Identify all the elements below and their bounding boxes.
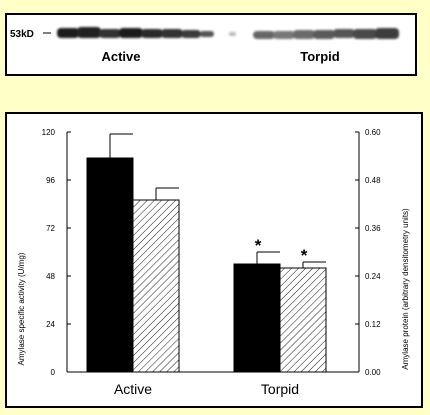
y-right-tick-label: 0.60 (365, 128, 381, 137)
significance-asterisk: * (255, 236, 262, 255)
x-tick-label-torpid: Torpid (261, 381, 299, 397)
y-left-tick-label: 72 (46, 224, 55, 233)
y-left-tick-label: 24 (46, 320, 55, 329)
y-axis-left-label: Amylase specific activity (U/mg) (17, 252, 26, 365)
y-right-tick-label: 0.00 (365, 368, 381, 377)
bar-chart-panel: 0 24 48 72 96 120 0.00 0.12 0.24 0.36 0.48 0.60 Act… (5, 112, 423, 408)
y-right-tick-label: 0.36 (365, 224, 381, 233)
blot-label-active: Active (101, 49, 140, 64)
y-left-tick-label: 0 (51, 368, 56, 377)
western-blot-image: 53kD Active Torpid (10, 27, 399, 64)
y-left-tick-label: 96 (46, 176, 55, 185)
blot-marker-label: 53kD (10, 29, 34, 40)
y-right-tick-label: 0.12 (365, 320, 381, 329)
y-axis-right-label: Amylase protein (arbitrary densitometry … (401, 208, 410, 370)
significance-asterisk: * (301, 246, 308, 265)
protein-bar-active (132, 199, 180, 373)
blot-label-torpid: Torpid (300, 49, 340, 64)
y-right-tick-label: 0.24 (365, 272, 381, 281)
activity-bar-torpid (233, 263, 281, 373)
x-tick-label-active: Active (114, 381, 152, 397)
protein-bar-torpid (279, 267, 327, 373)
blot-bands (57, 27, 399, 39)
y-left-tick-label: 120 (42, 128, 56, 137)
y-right-tick-label: 0.48 (365, 176, 381, 185)
amylase-bar-chart: 0 24 48 72 96 120 0.00 0.12 0.24 0.36 0.48 0.60 Act… (17, 128, 410, 397)
activity-bar-active (86, 157, 134, 373)
y-left-tick-label: 48 (46, 272, 55, 281)
western-blot-panel: 53kD Active Torpid (5, 13, 417, 76)
